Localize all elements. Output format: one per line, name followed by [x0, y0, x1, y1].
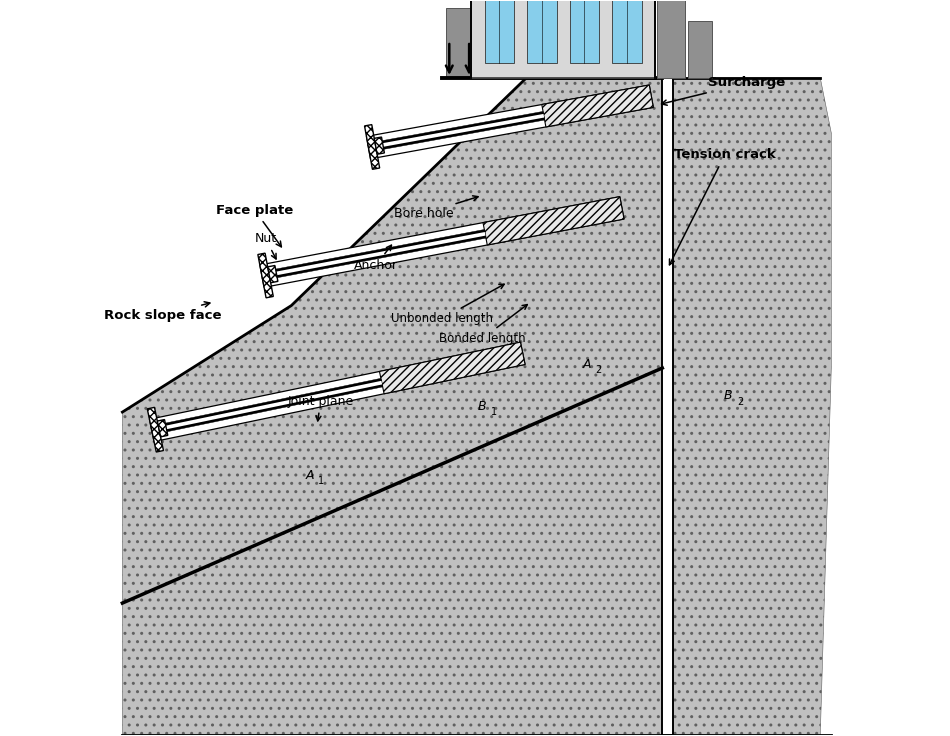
Bar	[471, 0, 655, 78]
Bar	[570, 0, 599, 63]
Bar	[484, 0, 514, 63]
Bar	[446, 8, 475, 78]
Polygon shape	[368, 111, 544, 152]
Polygon shape	[261, 232, 485, 278]
Polygon shape	[257, 253, 274, 298]
Polygon shape	[151, 378, 383, 435]
Text: A: A	[306, 469, 314, 482]
Polygon shape	[662, 78, 831, 735]
Polygon shape	[268, 266, 278, 283]
Polygon shape	[369, 114, 544, 149]
Polygon shape	[149, 342, 525, 442]
Text: Bore hole: Bore hole	[393, 196, 478, 220]
Text: Tension crack: Tension crack	[670, 149, 775, 265]
Polygon shape	[158, 420, 168, 437]
Text: 1: 1	[491, 407, 497, 417]
Text: B: B	[724, 389, 732, 403]
Text: 1: 1	[318, 476, 325, 486]
Text: A: A	[582, 358, 591, 371]
Bar	[657, 0, 685, 78]
Text: B: B	[478, 400, 486, 413]
Polygon shape	[365, 124, 380, 169]
Polygon shape	[374, 137, 385, 155]
Text: Nut: Nut	[255, 233, 276, 259]
Text: Bonded length: Bonded length	[439, 305, 527, 345]
Text: Surcharge: Surcharge	[661, 77, 786, 105]
Text: Face plate: Face plate	[216, 204, 294, 247]
Polygon shape	[123, 78, 662, 735]
Polygon shape	[261, 230, 486, 280]
Bar	[688, 21, 712, 78]
Polygon shape	[662, 78, 674, 735]
Text: Rock slope face: Rock slope face	[104, 302, 221, 322]
Text: Anchor: Anchor	[353, 245, 398, 272]
Text: Joint plane: Joint plane	[288, 394, 353, 421]
Bar	[613, 0, 642, 63]
Polygon shape	[147, 407, 163, 452]
Text: 2: 2	[596, 365, 601, 375]
Polygon shape	[260, 197, 624, 287]
Polygon shape	[367, 85, 654, 159]
Polygon shape	[542, 85, 654, 127]
Text: Unbonded length: Unbonded length	[391, 284, 504, 325]
Polygon shape	[379, 342, 525, 394]
Text: 2: 2	[737, 397, 743, 407]
Polygon shape	[483, 197, 624, 245]
Bar	[527, 0, 557, 63]
Polygon shape	[151, 381, 382, 432]
